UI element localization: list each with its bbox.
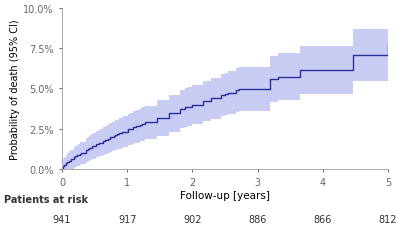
Text: Patients at risk: Patients at risk xyxy=(4,194,88,204)
Text: 866: 866 xyxy=(314,214,332,225)
X-axis label: Follow-up [years]: Follow-up [years] xyxy=(180,190,270,200)
Y-axis label: Probability of death (95% CI): Probability of death (95% CI) xyxy=(10,19,20,159)
Text: 941: 941 xyxy=(53,214,71,225)
Text: 902: 902 xyxy=(183,214,202,225)
Text: 917: 917 xyxy=(118,214,136,225)
Text: 886: 886 xyxy=(248,214,267,225)
Text: 812: 812 xyxy=(379,214,397,225)
